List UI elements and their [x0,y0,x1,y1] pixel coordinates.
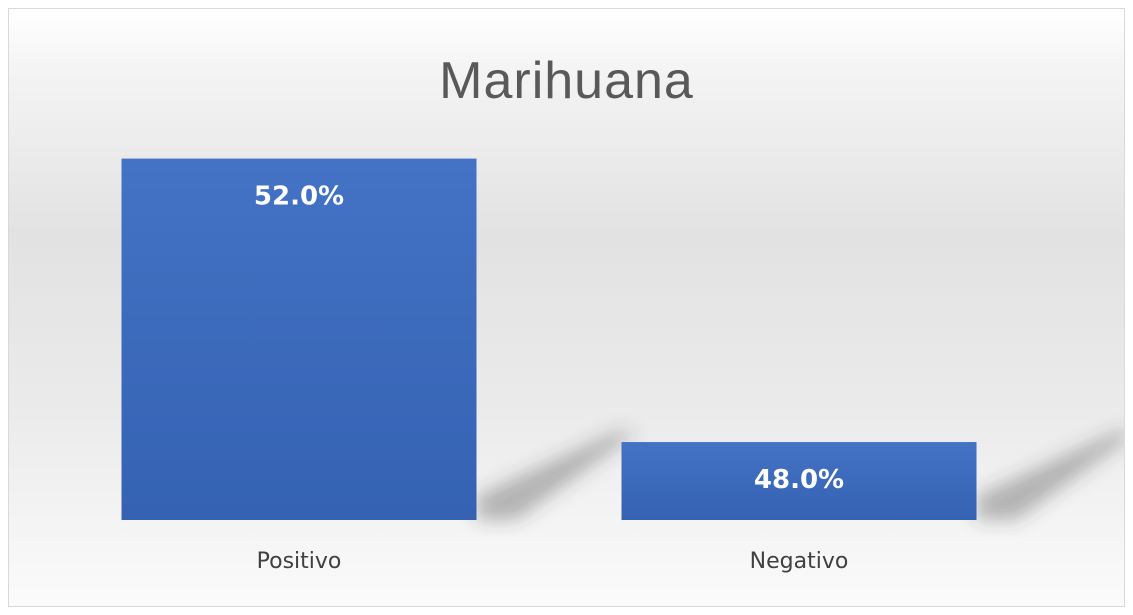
chart-title: Marihuana [439,52,694,110]
bar-negativo[interactable] [621,442,977,520]
bar-positivo[interactable] [121,158,477,520]
bar-shadow [976,432,1124,520]
data-label-negativo: 48.0% [754,465,844,495]
category-label-negativo: Negativo [750,549,849,574]
bar-shadow [476,432,637,520]
data-label-positivo: 52.0% [254,182,344,212]
plot-area: 52.0% Positivo 48.0% Negativo [121,158,1124,574]
chart-area: Marihuana 52.0% Positivo 48.0% Negativo [8,8,1125,607]
category-label-positivo: Positivo [257,549,342,574]
